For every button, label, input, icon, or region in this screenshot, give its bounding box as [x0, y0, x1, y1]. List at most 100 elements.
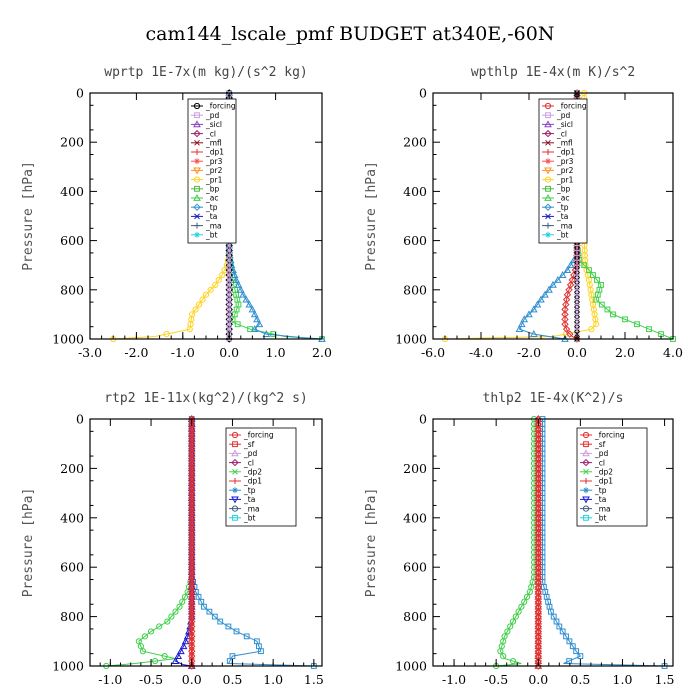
series-point	[232, 275, 241, 283]
y-tick-label: 1000	[52, 659, 84, 674]
legend-entry: _dp1	[243, 477, 262, 486]
series-point	[504, 628, 511, 635]
series-point	[226, 257, 233, 264]
series-point	[137, 643, 144, 650]
y-tick-label: 0	[419, 412, 427, 427]
legend-entry: _pd	[556, 111, 571, 120]
x-tick-label: 0.0	[182, 672, 202, 687]
series-point	[534, 588, 542, 596]
legend-entry: _tp	[556, 203, 569, 212]
series-point	[497, 648, 504, 655]
series-point	[566, 658, 573, 664]
legend: _forcing_pd_sicl_cl_mfl_dp1_pr3_pr2_pr1_…	[538, 98, 588, 244]
legend-marker	[545, 149, 551, 155]
series-point	[171, 657, 180, 664]
series-point	[534, 627, 542, 636]
legend-entry: _bp	[205, 185, 220, 194]
series-point	[523, 593, 531, 600]
y-tick-label: 1000	[395, 332, 427, 347]
legend-entry: _pr3	[556, 157, 574, 166]
series-point	[139, 648, 147, 655]
series-point	[573, 648, 580, 655]
panel-title: wpthlp 1E-4x(m K)/s^2	[471, 65, 635, 80]
series-point	[174, 652, 183, 660]
series-point	[534, 543, 542, 552]
series-point	[593, 296, 600, 303]
legend-entry: _ma	[205, 221, 222, 230]
series-line-dp1	[496, 419, 535, 667]
legend-marker	[194, 231, 200, 238]
series-point	[135, 638, 142, 645]
legend-entry: _ta	[556, 212, 568, 221]
series-point	[188, 584, 195, 590]
legend-marker	[193, 120, 201, 128]
series-point	[622, 316, 628, 323]
series-point	[188, 465, 195, 472]
series-point	[534, 523, 542, 532]
y-tick-label: 800	[403, 609, 427, 624]
series-point	[500, 653, 507, 660]
series-point	[529, 305, 538, 313]
legend-entry: _pd	[243, 449, 258, 458]
legend-entry: _pr3	[205, 157, 223, 166]
series-point	[507, 623, 514, 630]
series-point	[188, 440, 195, 447]
legend-entry: _sicl	[556, 120, 573, 129]
series-point	[534, 632, 542, 641]
series-point	[185, 627, 193, 635]
series-point	[188, 544, 195, 551]
series-point	[188, 514, 195, 521]
series-point	[188, 485, 195, 492]
series-point	[562, 325, 571, 333]
series-point	[179, 598, 186, 605]
x-tick-label: 0.5	[570, 672, 590, 687]
series-point	[152, 657, 159, 665]
y-tick-label: 0	[76, 86, 84, 101]
x-tick-label: 2.0	[312, 345, 332, 360]
legend-marker	[193, 167, 201, 175]
series-point	[186, 326, 193, 333]
legend-entry: _tp	[594, 486, 607, 495]
series-point	[226, 326, 233, 333]
series-point	[566, 261, 575, 269]
series-point	[188, 608, 195, 615]
legend-entry: _cl	[243, 458, 254, 467]
series-point	[553, 275, 562, 283]
panel-2: wpthlp 1E-4x(m K)/s^2 Pressure [hPa] -6.0 -…	[364, 65, 683, 360]
series-point	[226, 252, 233, 259]
legend-entry: _dp2	[243, 468, 262, 477]
series-point	[534, 617, 542, 626]
legend-entry: _dp1	[556, 148, 575, 157]
y-tick-label: 800	[60, 282, 84, 297]
series-point	[534, 459, 542, 468]
series-point	[243, 633, 250, 640]
series-point	[534, 607, 542, 616]
legend-marker	[194, 185, 200, 192]
x-tick-label: 0.0	[528, 672, 548, 687]
series-point	[226, 306, 233, 313]
legend-marker	[232, 478, 238, 484]
series-point	[188, 643, 195, 650]
x-tick-label: -0.5	[139, 672, 163, 687]
legend-entry: _pr2	[556, 166, 574, 175]
series-point	[226, 277, 233, 283]
series-point	[581, 262, 588, 269]
series-point	[518, 603, 525, 610]
x-tick-label: 1.5	[655, 672, 675, 687]
series-point	[188, 495, 195, 501]
series-point	[188, 450, 195, 457]
legend-entry: _forcing	[243, 431, 274, 440]
legend-entry: _ta	[205, 212, 217, 221]
series-point	[534, 494, 542, 502]
series-point	[561, 315, 569, 324]
y-tick-label: 600	[60, 560, 84, 575]
series-point	[236, 285, 245, 293]
series-point	[188, 559, 195, 566]
series-point	[534, 499, 542, 507]
x-tick-label: 0.0	[219, 345, 239, 360]
legend-entry: _pr2	[205, 166, 223, 175]
series-point	[163, 330, 170, 338]
legend-entry: _mfl	[205, 139, 222, 148]
y-tick-label: 200	[403, 135, 427, 150]
legend-entry: _ma	[594, 504, 611, 513]
